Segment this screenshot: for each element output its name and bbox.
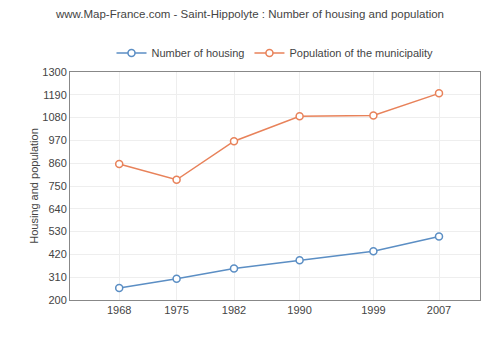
svg-text:310: 310: [48, 271, 66, 283]
svg-text:530: 530: [48, 225, 66, 237]
svg-text:420: 420: [48, 248, 66, 260]
svg-text:1975: 1975: [164, 304, 188, 316]
svg-text:640: 640: [48, 203, 66, 215]
svg-text:1190: 1190: [43, 89, 67, 101]
svg-text:200: 200: [48, 294, 66, 306]
svg-text:970: 970: [48, 134, 66, 146]
svg-text:1982: 1982: [222, 304, 246, 316]
svg-text:1968: 1968: [107, 304, 131, 316]
svg-text:Housing and population: Housing and population: [28, 128, 40, 244]
svg-text:2007: 2007: [427, 304, 451, 316]
svg-text:Number of housing: Number of housing: [152, 47, 245, 59]
svg-text:1300: 1300: [42, 66, 66, 78]
svg-text:Population of the municipality: Population of the municipality: [289, 47, 433, 59]
svg-text:www.Map-France.com - Saint-Hip: www.Map-France.com - Saint-Hippolyte : N…: [55, 8, 444, 20]
svg-text:750: 750: [48, 180, 66, 192]
svg-text:1999: 1999: [361, 304, 385, 316]
svg-text:1990: 1990: [287, 304, 311, 316]
svg-text:1080: 1080: [42, 111, 66, 123]
svg-text:860: 860: [48, 157, 66, 169]
